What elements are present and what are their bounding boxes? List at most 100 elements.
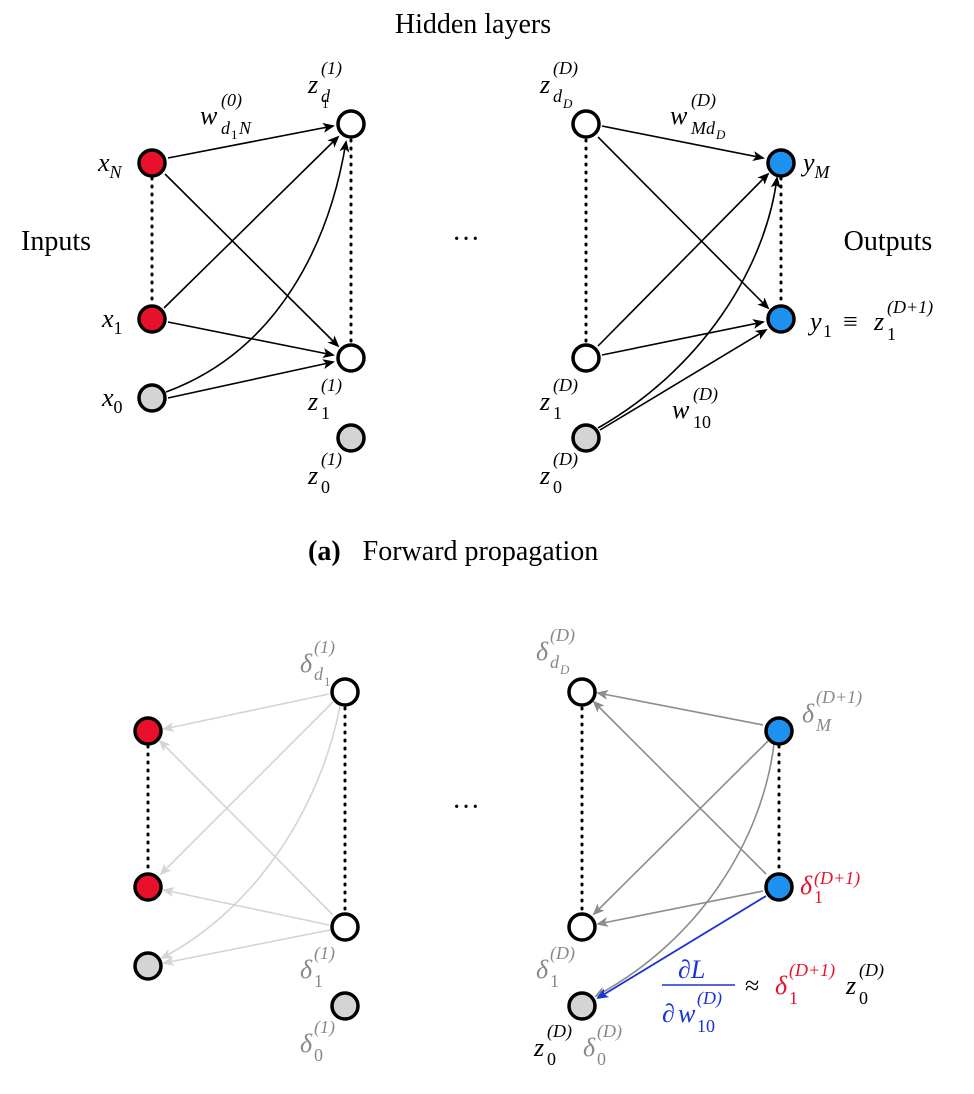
svg-text:1: 1 (550, 971, 559, 991)
bnode-hidden1-z1 (330, 912, 360, 942)
edge-x0-zd1 (165, 140, 350, 393)
bedge-zd1-x1 (159, 701, 334, 876)
svg-text:1: 1 (823, 321, 832, 341)
svg-text:1: 1 (321, 403, 330, 423)
bnode-hidden1-zd1 (330, 677, 360, 707)
svg-text:1: 1 (814, 887, 823, 907)
bnode-hiddenD-z1 (567, 912, 597, 942)
svg-text:(1): (1) (321, 58, 342, 79)
svg-text:d: d (314, 664, 324, 684)
label-delta-0-hidden1: δ 0 (1) (300, 1017, 335, 1065)
svg-text:(D+1): (D+1) (887, 297, 933, 318)
svg-text:δ: δ (536, 955, 549, 984)
node-output-yM (766, 148, 796, 178)
svg-text:(D): (D) (697, 988, 722, 1009)
label-w0-d1N: w (0) d 1 N (200, 90, 252, 142)
svg-text:≈: ≈ (745, 971, 759, 1000)
bedge-yM-zdD (596, 689, 764, 726)
svg-text:0: 0 (314, 1045, 323, 1065)
bnode-hidden1-bias-z0 (330, 991, 360, 1021)
svg-text:1: 1 (324, 674, 331, 689)
svg-text:z: z (539, 70, 550, 99)
svg-text:δ: δ (802, 699, 815, 728)
bedge-z1-x1 (162, 887, 330, 926)
label-delta-1-output: δ 1 (D+1) (800, 868, 860, 907)
label-delta-1-hiddenD: δ 1 (D) (536, 943, 575, 991)
svg-text:(D): (D) (550, 625, 575, 646)
label-x0: x0 (101, 383, 123, 417)
svg-text:δ: δ (300, 1029, 313, 1058)
node-bias-x0 (137, 383, 167, 413)
svg-text:(D): (D) (550, 943, 575, 964)
edge-z1-yM (597, 172, 770, 347)
svg-text:z: z (845, 971, 856, 1000)
bedge-yM-z0 (594, 743, 775, 997)
bedge-y1-z1 (596, 890, 764, 927)
edge-x0-z1 (167, 359, 335, 399)
svg-text:d: d (553, 86, 563, 106)
edge-zdD-y1 (597, 136, 770, 310)
svg-text:1: 1 (322, 96, 329, 111)
svg-text:δ: δ (583, 1033, 596, 1062)
svg-text:Md: Md (690, 118, 716, 138)
label-z-dD: z d D (D) (539, 58, 578, 111)
edge-xN-zd1 (167, 122, 335, 159)
svg-text:(D): (D) (691, 90, 716, 111)
node-hiddenD-bias-z0 (571, 423, 601, 453)
edge-zdD-yM (601, 125, 765, 161)
node-hiddenD-z1 (571, 343, 601, 373)
svg-text:(1): (1) (314, 637, 335, 658)
svg-text:(1): (1) (321, 449, 342, 470)
bnode-hiddenD-bias-z0 (567, 991, 597, 1021)
svg-text:d: d (321, 86, 331, 106)
svg-text:z: z (873, 307, 884, 336)
bnode-input-xN (133, 716, 163, 746)
label-z-1-hidden1: z 1 (1) (307, 375, 342, 423)
svg-text:∂L: ∂L (678, 955, 705, 984)
svg-text:D: D (559, 662, 570, 677)
svg-text:z: z (539, 387, 550, 416)
svg-text:(D): (D) (553, 375, 578, 396)
label-z-0-hiddenD: z 0 (D) (539, 449, 578, 497)
svg-text:1: 1 (314, 971, 323, 991)
backward-panel: ··· δ d 1 (133, 625, 884, 1069)
bnode-hiddenD-zdD (567, 677, 597, 707)
label-delta-M-output: δ M (D+1) (802, 687, 862, 735)
label-wD-10: w (D) 10 (672, 384, 718, 432)
svg-text:1: 1 (887, 324, 896, 344)
svg-text:1: 1 (789, 988, 798, 1008)
svg-text:D: D (715, 127, 726, 142)
svg-text:0: 0 (547, 1049, 556, 1069)
node-hidden1-zd1 (336, 109, 366, 139)
svg-text:w: w (200, 101, 218, 130)
svg-text:∂: ∂ (662, 999, 675, 1028)
ellipsis-backward: ··· (452, 792, 480, 823)
node-hidden1-bias-z0 (336, 423, 366, 453)
ellipsis-forward: ··· (452, 224, 480, 255)
bedge-zd1-xN (162, 693, 330, 732)
svg-text:(D): (D) (553, 58, 578, 79)
outputs-label: Outputs (844, 226, 933, 257)
svg-text:0: 0 (859, 988, 868, 1008)
label-wD-MdD: w (D) Md D (670, 90, 726, 142)
svg-text:δ: δ (775, 971, 788, 1000)
svg-text:1: 1 (553, 403, 562, 423)
node-hidden1-z1 (336, 343, 366, 373)
svg-text:δ: δ (800, 871, 813, 900)
label-delta-0-hiddenD: δ 0 (D) (583, 1021, 622, 1069)
bedge-y1-zdD (592, 700, 767, 875)
svg-text:10: 10 (697, 1016, 715, 1036)
svg-text:δ: δ (300, 955, 313, 984)
svg-text:(1): (1) (314, 943, 335, 964)
svg-text:(D): (D) (693, 384, 718, 405)
svg-text:w: w (670, 101, 688, 130)
node-input-x1 (137, 304, 167, 334)
svg-text:0: 0 (553, 477, 562, 497)
bnode-bias-x0 (133, 951, 163, 981)
edge-x1-zd1 (163, 135, 340, 309)
svg-text:(0): (0) (221, 90, 242, 111)
node-output-y1 (766, 304, 796, 334)
svg-text:0: 0 (321, 477, 330, 497)
forward-panel: Hidden layers Inputs Outputs ··· (21, 9, 933, 567)
node-hiddenD-zdD (571, 109, 601, 139)
